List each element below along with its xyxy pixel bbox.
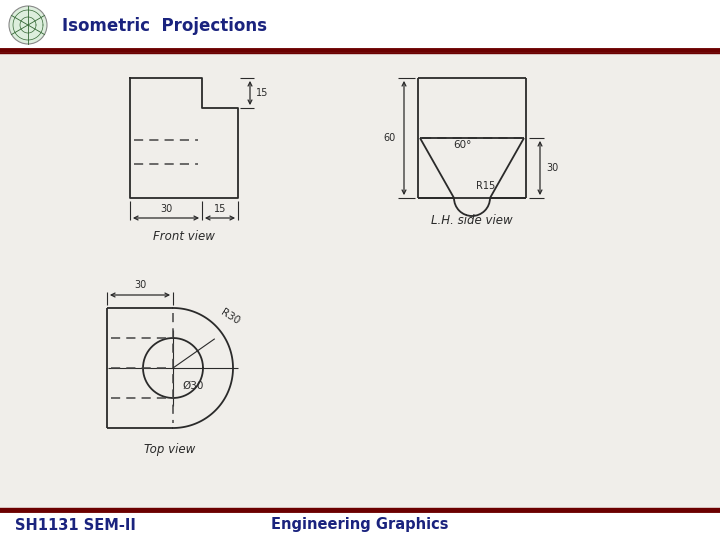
Text: R30: R30	[219, 308, 241, 327]
Text: SH1131 SEM-II: SH1131 SEM-II	[15, 517, 136, 532]
Text: R15: R15	[476, 181, 495, 191]
Text: 15: 15	[256, 88, 269, 98]
Text: L.H. side view: L.H. side view	[431, 213, 513, 226]
Text: 30: 30	[160, 204, 172, 214]
Text: Front view: Front view	[153, 230, 215, 242]
Text: 60: 60	[384, 133, 396, 143]
Circle shape	[9, 6, 47, 44]
Text: 30: 30	[134, 280, 146, 290]
Text: Engineering Graphics: Engineering Graphics	[271, 517, 449, 532]
Text: Isometric  Projections: Isometric Projections	[62, 17, 267, 35]
Text: 30: 30	[546, 163, 558, 173]
Bar	[0, 510, 720, 540]
Text: Ø30: Ø30	[182, 381, 203, 391]
Text: 15: 15	[214, 204, 226, 214]
Text: Top view: Top view	[145, 443, 196, 456]
Bar	[0, 0, 720, 50]
Text: 60°: 60°	[453, 140, 471, 150]
